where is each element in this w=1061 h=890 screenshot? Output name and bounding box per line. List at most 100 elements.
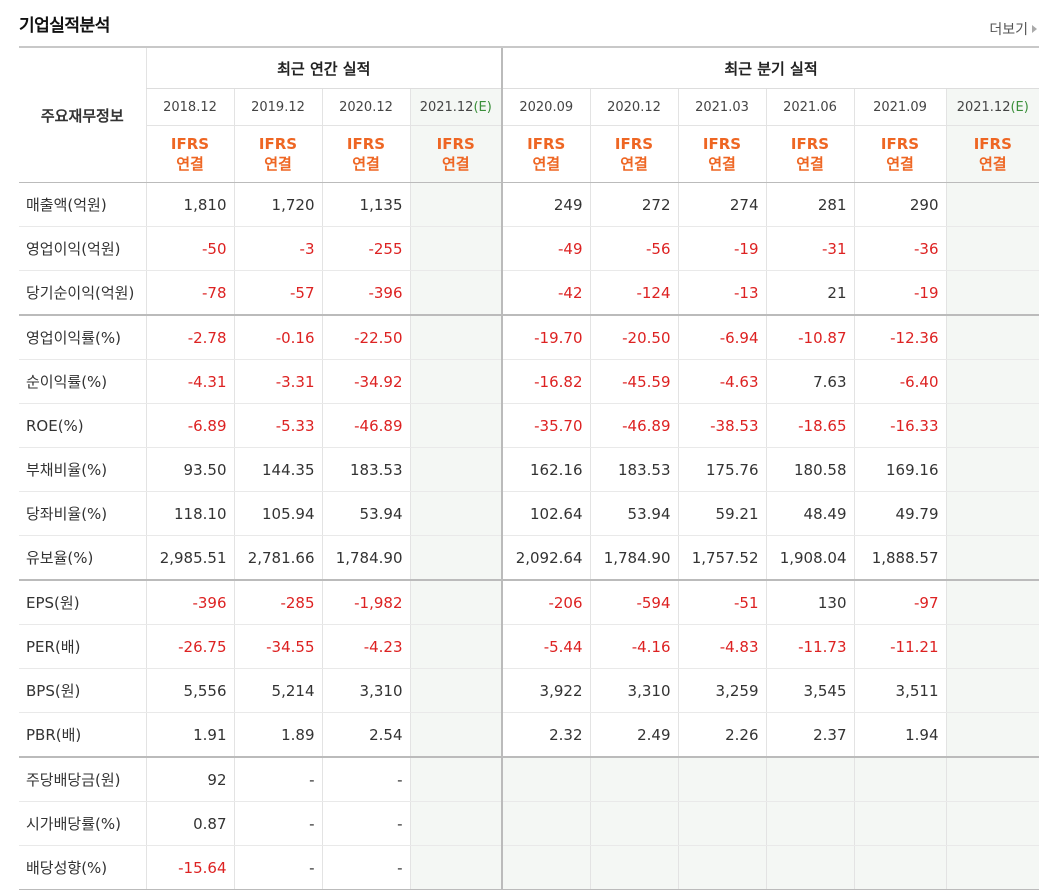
value-cell: - <box>321 801 410 846</box>
value-cell <box>765 801 854 846</box>
more-link[interactable]: 더보기 <box>989 19 1037 39</box>
ifrs-header: IFRS 연결 <box>765 125 854 183</box>
row-label: 유보율(%) <box>19 535 146 581</box>
value-cell: 183.53 <box>589 447 678 492</box>
value-cell: -38.53 <box>677 403 766 448</box>
value-cell <box>945 624 1040 669</box>
value-cell: -20.50 <box>589 315 678 360</box>
value-cell: 2.32 <box>501 712 590 758</box>
group-header-quarter: 최근 분기 실적 <box>500 46 1040 89</box>
table-row: 영업이익률(%) -2.78 -0.16 -22.50 -19.70 -20.50 -6.9… <box>19 315 1040 360</box>
value-cell: 3,922 <box>501 668 590 713</box>
value-cell <box>945 182 1040 227</box>
table-row: 시가배당률(%) 0.87- - <box>19 801 1040 846</box>
value-cell: -4.83 <box>677 624 766 669</box>
value-cell <box>945 845 1040 890</box>
period-label: 2020.12 <box>339 99 393 115</box>
period-label: 2018.12 <box>163 99 217 115</box>
value-cell: 102.64 <box>501 491 590 536</box>
row-label: 영업이익(억원) <box>19 226 146 271</box>
value-cell <box>409 403 502 448</box>
value-cell <box>409 182 502 227</box>
row-label: 시가배당률(%) <box>19 801 146 846</box>
value-cell: 0.87 <box>145 801 234 846</box>
table-row: 순이익률(%) -4.31 -3.31 -34.92 -16.82 -45.59 -4.63… <box>19 359 1040 404</box>
value-cell: -49 <box>501 226 590 271</box>
value-cell: 1,784.90 <box>321 535 410 581</box>
value-cell <box>945 668 1040 713</box>
value-cell: 2.26 <box>677 712 766 758</box>
period-header: 2021.03 <box>677 88 766 126</box>
row-label: 당기순이익(억원) <box>19 270 146 316</box>
stub-header: 주요재무정보 <box>19 46 146 183</box>
value-cell: 3,545 <box>765 668 854 713</box>
value-cell: 1.89 <box>233 712 322 758</box>
value-cell: 169.16 <box>853 447 946 492</box>
value-cell <box>409 315 502 360</box>
value-cell: 3,310 <box>321 668 410 713</box>
value-cell: - <box>233 845 322 890</box>
value-cell <box>765 757 854 802</box>
value-cell: -4.31 <box>145 359 234 404</box>
ifrs-header: IFRS 연결 <box>853 125 946 183</box>
value-cell: 2.54 <box>321 712 410 758</box>
value-cell <box>409 359 502 404</box>
value-cell: -13 <box>677 270 766 316</box>
row-label: 부채비율(%) <box>19 447 146 492</box>
consolidated-label: 연결 <box>708 155 736 173</box>
ifrs-header: IFRS 연결 <box>409 125 502 183</box>
row-label: 영업이익률(%) <box>19 315 146 360</box>
value-cell <box>765 845 854 890</box>
value-cell: 272 <box>589 182 678 227</box>
value-cell: -42 <box>501 270 590 316</box>
value-cell <box>409 270 502 316</box>
value-cell: 1.94 <box>853 712 946 758</box>
value-cell <box>409 580 502 625</box>
consolidated-label: 연결 <box>441 155 470 173</box>
value-cell: -19 <box>853 270 946 316</box>
value-cell: 118.10 <box>145 491 234 536</box>
row-label: 순이익률(%) <box>19 359 146 404</box>
period-header: 2020.09 <box>501 88 590 126</box>
value-cell: 2.37 <box>765 712 854 758</box>
value-cell <box>589 801 678 846</box>
value-cell <box>945 801 1040 846</box>
value-cell: -97 <box>853 580 946 625</box>
value-cell: 2.49 <box>589 712 678 758</box>
ifrs-header: IFRS 연결 <box>501 125 590 183</box>
value-cell: -31 <box>765 226 854 271</box>
ifrs-header: IFRS 연결 <box>233 125 322 183</box>
table-row: 주당배당금(원) 92- - <box>19 757 1040 802</box>
ifrs-label: IFRS <box>527 135 566 153</box>
value-cell: -0.16 <box>233 315 322 360</box>
value-cell: -255 <box>321 226 410 271</box>
row-label: 배당성향(%) <box>19 845 146 890</box>
value-cell: 2,985.51 <box>145 535 234 581</box>
value-cell: -26.75 <box>145 624 234 669</box>
value-cell: 290 <box>853 182 946 227</box>
value-cell: -46.89 <box>589 403 678 448</box>
value-cell: -5.33 <box>233 403 322 448</box>
value-cell <box>409 491 502 536</box>
value-cell: -16.33 <box>853 403 946 448</box>
value-cell: - <box>321 757 410 802</box>
value-cell: 5,214 <box>233 668 322 713</box>
consolidated-label: 연결 <box>264 155 292 173</box>
value-cell: 2,092.64 <box>501 535 590 581</box>
value-cell <box>409 712 502 758</box>
ifrs-label: IFRS <box>790 135 830 153</box>
table-row: 유보율(%) 2,985.51 2,781.66 1,784.90 2,092.64 1,… <box>19 535 1040 581</box>
value-cell: 1,135 <box>321 182 410 227</box>
consolidated-label: 연결 <box>176 155 204 173</box>
value-cell: -6.94 <box>677 315 766 360</box>
table-row: BPS(원) 5,556 5,214 3,310 3,922 3,310 3,259 3,54… <box>19 668 1040 713</box>
value-cell: 92 <box>145 757 234 802</box>
ifrs-label: IFRS <box>702 135 742 153</box>
row-label: 매출액(억원) <box>19 182 146 227</box>
value-cell <box>409 845 502 890</box>
value-cell <box>409 757 502 802</box>
value-cell: -51 <box>677 580 766 625</box>
value-cell: -11.21 <box>853 624 946 669</box>
period-header: 2020.12 <box>321 88 410 126</box>
